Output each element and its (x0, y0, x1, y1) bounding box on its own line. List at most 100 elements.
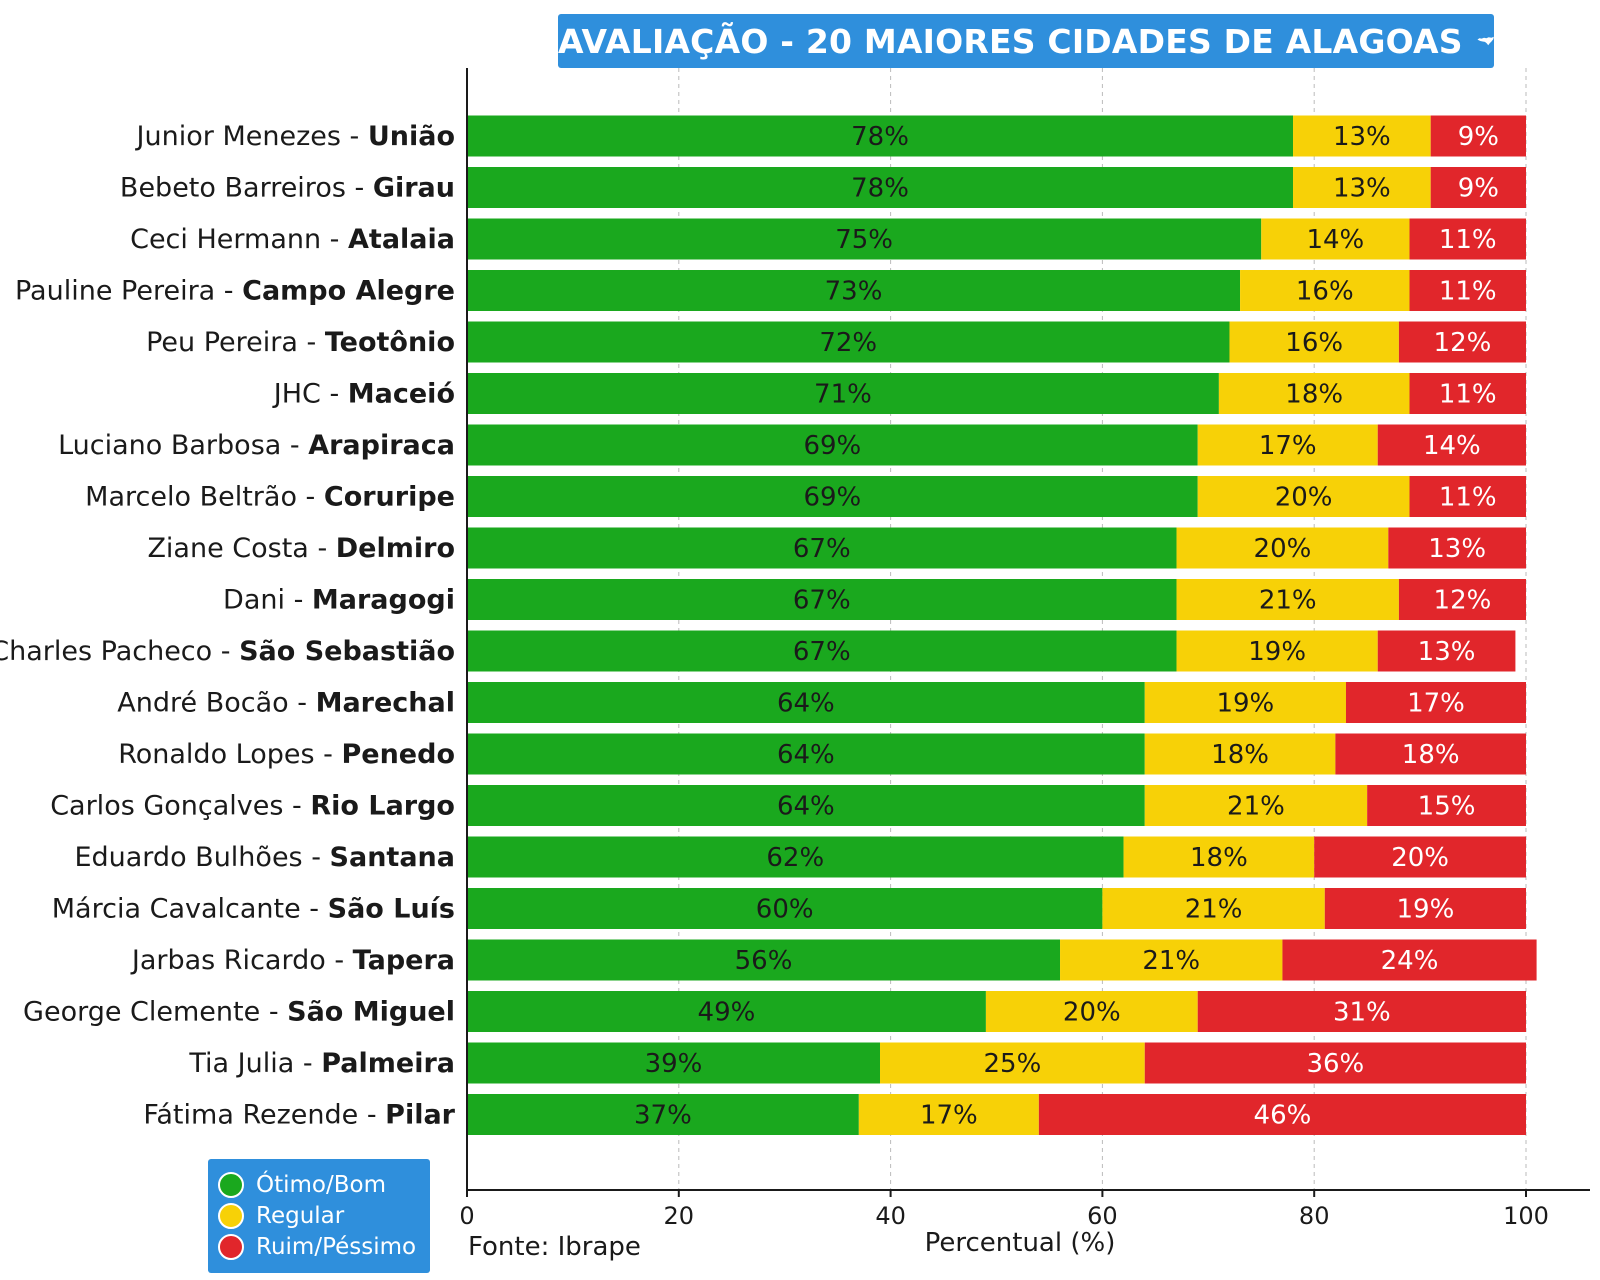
bar-segment (1144, 682, 1346, 723)
bar-segment (467, 167, 1294, 208)
legend-item-regular: Regular (218, 1200, 420, 1231)
data-label: 11% (1439, 277, 1497, 307)
bar-segment (467, 218, 1262, 260)
data-label: 60% (756, 895, 814, 925)
stacked-bar-chart: 78% 13% 9% Junior Menezes - União 78% 13% 9% Be… (0, 68, 1590, 1230)
data-label: 20% (1275, 483, 1333, 513)
bar-segment (1218, 373, 1410, 414)
bar-segment (1367, 785, 1526, 826)
data-label: 21% (1227, 792, 1285, 822)
bar-segment (467, 373, 1219, 414)
data-label: 16% (1285, 328, 1343, 358)
bar-segment (1282, 939, 1537, 981)
data-label: 11% (1439, 380, 1497, 410)
bar-segment (1388, 527, 1526, 569)
x-tick-label: 0 (459, 1202, 474, 1230)
data-label: 17% (1259, 431, 1317, 461)
data-label: 11% (1439, 225, 1497, 255)
data-label: 24% (1381, 946, 1439, 976)
bar-segment (1197, 476, 1410, 517)
data-label: 15% (1418, 792, 1476, 822)
data-label: 20% (1063, 998, 1121, 1028)
bar-segment (1324, 888, 1526, 929)
legend-item-ruim: Ruim/Péssimo (218, 1231, 420, 1262)
bar-segment (467, 991, 986, 1032)
bar-segment (858, 1094, 1039, 1135)
legend-swatch-otimo (218, 1171, 244, 1198)
data-label: 37% (634, 1101, 692, 1131)
bar-segment (1409, 270, 1526, 311)
legend-swatch-ruim (218, 1233, 244, 1260)
data-label: 62% (766, 843, 824, 873)
data-label: 17% (920, 1101, 978, 1131)
row-label: Marcelo Beltrão - Coruripe (85, 482, 455, 513)
bar-segment (467, 1094, 859, 1135)
row-label: Ziane Costa - Delmiro (147, 533, 455, 564)
data-label: 18% (1285, 380, 1343, 410)
bar-segment (1144, 1042, 1526, 1084)
data-label: 69% (803, 483, 861, 513)
bar-segment (1409, 373, 1526, 414)
data-label: 64% (777, 792, 835, 822)
bar-segment (467, 579, 1177, 620)
bar-segment (1398, 579, 1526, 620)
bar-segment (1102, 888, 1325, 929)
data-label: 78% (851, 122, 909, 152)
row-label: Luciano Barbosa - Arapiraca (58, 430, 455, 461)
data-label: 31% (1333, 998, 1391, 1028)
row-label: Ronaldo Lopes - Penedo (118, 739, 455, 770)
bar-segment (467, 836, 1124, 878)
bar-segment (1176, 579, 1399, 620)
data-label: 17% (1407, 689, 1465, 719)
data-label: 20% (1254, 534, 1312, 564)
data-label: 67% (793, 534, 851, 564)
bar-segment (1314, 836, 1526, 878)
bar-segment (880, 1042, 1145, 1084)
legend-label-ruim: Ruim/Péssimo (256, 1233, 417, 1260)
bar-segment (467, 733, 1145, 775)
row-label: Ceci Hermann - Atalaia (130, 224, 455, 255)
source-note: Fonte: Ibrape (468, 1232, 641, 1262)
row-label: Peu Pereira - Teotônio (146, 327, 455, 358)
bar-segment (1197, 991, 1526, 1032)
data-label: 39% (645, 1049, 703, 1079)
bar-segment (467, 527, 1177, 569)
row-label: Dani - Maragogi (223, 585, 455, 616)
data-label: 21% (1259, 586, 1317, 616)
bar-segment (1345, 682, 1526, 723)
bar-segment (1038, 1094, 1526, 1135)
data-label: 9% (1458, 174, 1499, 204)
data-label: 49% (698, 998, 756, 1028)
data-label: 14% (1423, 431, 1481, 461)
bar-segment (467, 476, 1198, 517)
data-label: 12% (1434, 328, 1492, 358)
bar-segment (467, 321, 1230, 363)
data-label: 25% (983, 1049, 1041, 1079)
data-label: 13% (1333, 174, 1391, 204)
bar-segment (467, 630, 1177, 672)
x-axis-label: Percentual (%) (924, 1228, 1116, 1258)
data-label: 19% (1248, 637, 1306, 667)
data-label: 12% (1434, 586, 1492, 616)
bar-segment (1176, 630, 1378, 672)
x-tick-label: 80 (1299, 1202, 1330, 1230)
data-label: 73% (825, 277, 883, 307)
bar-segment (1377, 424, 1526, 466)
row-label: Tia Julia - Palmeira (188, 1048, 455, 1079)
chart-title-banner: AVALIAÇÃO - 20 MAIORES CIDADES DE ALAGOA… (558, 14, 1494, 68)
alagoas-map-icon (1477, 36, 1494, 46)
data-label: 21% (1185, 895, 1243, 925)
data-label: 56% (735, 946, 793, 976)
bar-segment (467, 682, 1145, 723)
data-label: 18% (1211, 740, 1269, 770)
row-label: Pauline Pereira - Campo Alegre (15, 276, 455, 307)
bar-segment (1293, 167, 1431, 208)
bar-segment (1409, 218, 1526, 260)
bar-segment (1293, 115, 1431, 157)
bar-segment (1430, 115, 1526, 157)
bar-segment (1229, 321, 1399, 363)
legend-swatch-regular (218, 1202, 244, 1229)
bar-segment (1176, 527, 1389, 569)
bar-segment (467, 1042, 881, 1084)
row-label: Eduardo Bulhões - Santana (74, 842, 455, 873)
